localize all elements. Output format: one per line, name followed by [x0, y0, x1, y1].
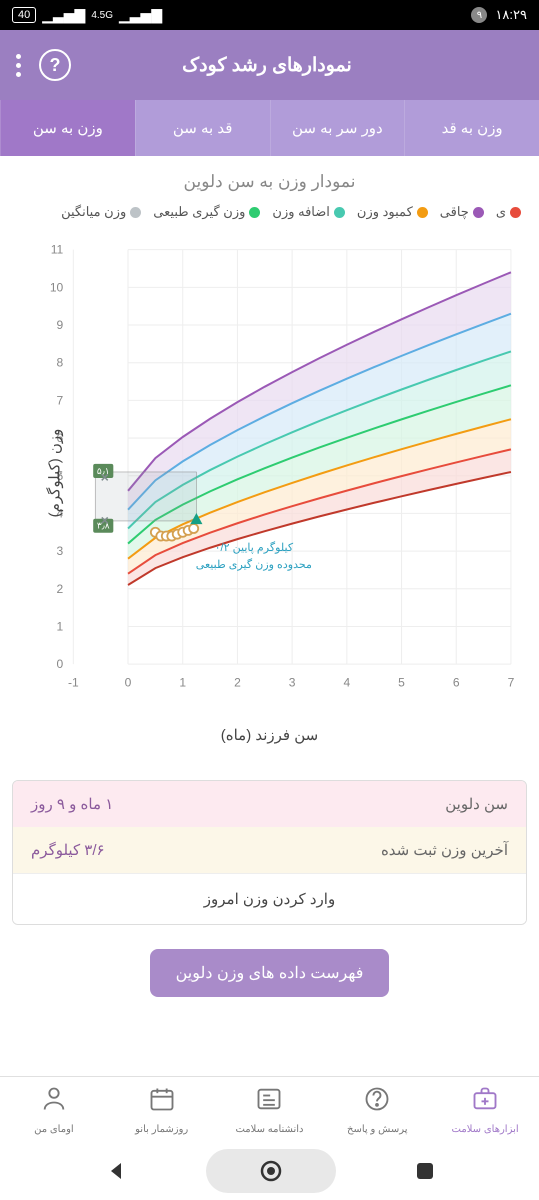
svg-text:×: × [101, 512, 109, 528]
svg-text:0: 0 [125, 675, 132, 689]
legend-dot [130, 207, 141, 218]
recent-icon[interactable] [416, 1162, 434, 1180]
chart-canvas: 01234567891011-101234567۵٫۱×۳٫۸×۰/۲ کیلو… [18, 228, 521, 718]
weight-value: ۳/۶ کیلوگرم [31, 841, 105, 859]
legend-item: چاقی [440, 204, 484, 220]
legend-item: اضافه وزن [272, 204, 345, 220]
svg-text:محدوده وزن گیری طبیعی: محدوده وزن گیری طبیعی [196, 558, 312, 571]
nav-item-question[interactable]: پرسش و پاسخ [323, 1077, 431, 1142]
tab[interactable]: وزن به سن [0, 100, 135, 156]
battery-level: 40 [12, 7, 36, 23]
question-icon [363, 1085, 391, 1120]
svg-text:-1: -1 [68, 675, 79, 689]
svg-text:10: 10 [50, 280, 64, 294]
bottom-nav: اومای منروزشمار بانودانشنامه سلامتپرسش و… [0, 1076, 539, 1142]
nav-item-news[interactable]: دانشنامه سلامت [216, 1077, 324, 1142]
toolkit-icon [471, 1085, 499, 1120]
svg-text:6: 6 [453, 675, 460, 689]
news-icon [255, 1085, 283, 1120]
data-list-button[interactable]: فهرست داده های وزن دلوین [150, 949, 390, 997]
menu-icon[interactable] [16, 54, 21, 77]
legend-item: وزن گیری طبیعی [153, 204, 260, 220]
chart-title: نمودار وزن به سن دلوین [18, 172, 521, 192]
help-icon[interactable]: ? [39, 49, 71, 81]
legend-dot [510, 207, 521, 218]
app-bar: ? نمودارهای رشد کودک [0, 30, 539, 100]
weight-label: آخرین وزن ثبت شده [381, 841, 508, 859]
svg-text:1: 1 [57, 619, 64, 633]
legend-item: کمبود وزن [357, 204, 428, 220]
svg-text:×: × [101, 469, 109, 485]
svg-text:3: 3 [289, 675, 296, 689]
tab[interactable]: دور سر به سن [270, 100, 405, 156]
legend-dot [473, 207, 484, 218]
svg-text:4: 4 [343, 675, 350, 689]
growth-chart: وزن (کیلوگرم) 01234567891011-101234567۵٫… [18, 228, 521, 718]
svg-text:8: 8 [57, 356, 64, 370]
tab-bar: وزن به قددور سر به سنقد به سنوزن به سن [0, 100, 539, 156]
legend-item: وزن میانگین [61, 204, 141, 220]
home-button[interactable] [206, 1149, 336, 1193]
svg-text:1: 1 [179, 675, 186, 689]
tab[interactable]: قد به سن [135, 100, 270, 156]
svg-text:0: 0 [57, 657, 64, 671]
nav-item-toolkit[interactable]: ابزارهای سلامت [431, 1077, 539, 1142]
status-bar: 40 ▁▃▅▇ 4.5G ▁▃▅▇ ۹ ۱۸:۲۹ [0, 0, 539, 30]
calendar-icon [148, 1085, 176, 1120]
svg-text:3: 3 [57, 544, 64, 558]
signal-icon: ▁▃▅▇ [42, 7, 85, 24]
nav-item-calendar[interactable]: روزشمار بانو [108, 1077, 216, 1142]
svg-text:9: 9 [57, 318, 64, 332]
tab[interactable]: وزن به قد [404, 100, 539, 156]
legend-dot [334, 207, 345, 218]
clock: ۱۸:۲۹ [495, 7, 527, 23]
y-axis-label: وزن (کیلوگرم) [45, 429, 63, 518]
svg-text:5: 5 [398, 675, 405, 689]
back-icon[interactable] [106, 1161, 126, 1181]
system-nav [0, 1142, 539, 1200]
page-title: نمودارهای رشد کودک [71, 54, 463, 77]
info-table: سن دلوین ۱ ماه و ۹ روز آخرین وزن ثبت شده… [12, 780, 527, 925]
age-label: سن دلوین [445, 795, 508, 813]
network-type: 4.5G [91, 10, 113, 21]
signal-icon-2: ▁▃▅▇ [119, 7, 162, 24]
svg-text:2: 2 [234, 675, 241, 689]
nav-item-user[interactable]: اومای من [0, 1077, 108, 1142]
svg-text:7: 7 [508, 675, 515, 689]
weight-row: آخرین وزن ثبت شده ۳/۶ کیلوگرم [13, 827, 526, 873]
svg-text:11: 11 [51, 243, 64, 257]
svg-text:7: 7 [57, 393, 64, 407]
notification-count: ۹ [471, 7, 487, 23]
svg-text:2: 2 [57, 582, 64, 596]
user-icon [40, 1085, 68, 1120]
age-value: ۱ ماه و ۹ روز [31, 795, 113, 813]
legend-dot [417, 207, 428, 218]
x-axis-label: سن فرزند (ماه) [18, 726, 521, 744]
enter-weight-button[interactable]: وارد کردن وزن امروز [13, 873, 526, 924]
svg-text:۰/۲ کیلوگرم پایین: ۰/۲ کیلوگرم پایین [215, 541, 294, 554]
legend-dot [249, 207, 260, 218]
age-row: سن دلوین ۱ ماه و ۹ روز [13, 781, 526, 827]
chart-legend: ی چاقی کمبود وزن اضافه وزن وزن گیری طبیعی وزن… [18, 204, 521, 220]
legend-item: ی [496, 204, 521, 220]
